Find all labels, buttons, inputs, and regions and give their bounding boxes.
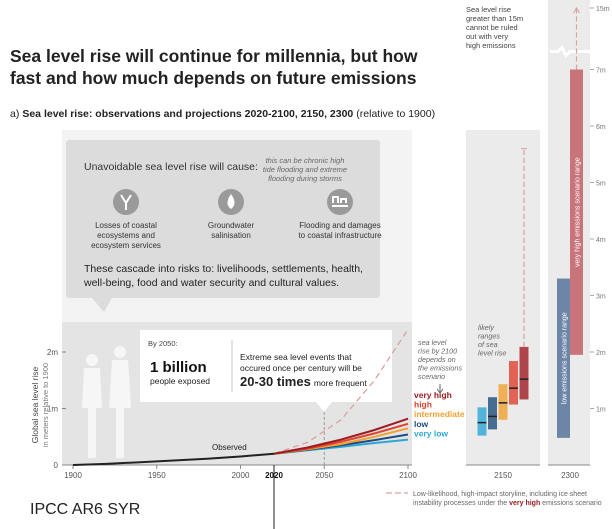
subtitle-note: (relative to 1900) [356,108,435,120]
annotation: the emissions [418,364,462,373]
callout-text: Extreme sea level events that [240,352,352,362]
annotation: greater than 15m [466,14,523,23]
annotation: depends on [418,355,456,364]
annotation-arrow [436,384,444,394]
title: fast and how much depends on future emis… [10,68,417,88]
x-tick-label: 2300 [561,471,579,480]
legend-label: intermediate [414,409,465,419]
annotation: rise by 2100 [418,347,457,356]
y-axis-title: in meters relative to 1900 [41,363,50,447]
impacts-heading: Unavoidable sea level rise will cause: [84,161,258,173]
legend-text: emissions scenario [540,500,602,507]
y-tick-label: 6m [596,124,606,131]
annotation: sea level [418,338,447,347]
callout-heading: By 2050: [148,339,178,348]
range-box [477,407,487,436]
observed-label: Observed [212,443,247,452]
x-tick-label: 2100 [399,471,417,480]
cascade-text: These cascade into risks to: livelihoods… [84,263,363,275]
source: IPCC AR6 SYR [30,501,140,518]
storyline-legend: instability processes under the very hig… [413,500,602,507]
annotation: scenario [418,372,445,381]
callout-text: people exposed [150,376,210,386]
annotation: high emissions [466,41,516,50]
storyline-line [273,329,409,455]
y-tick-label: 3m [596,294,606,301]
callout-figure: 20-30 times [240,374,311,389]
callout-line: 20-30 times more frequent [240,374,367,389]
subtitle-text: Sea level rise: observations and project… [22,108,353,120]
icon-glyph [120,194,132,210]
x-tick-label: 2150 [494,471,512,480]
range-box [498,384,508,420]
legend-label: high [414,400,432,410]
legend-label: very low [414,428,448,438]
box-pointer [92,298,112,312]
series-line [72,452,275,466]
annotation: likely [478,323,494,332]
cascade-text: well-being, food and water security and … [83,277,339,289]
subtitle: a) Sea level rise: observations and proje… [10,108,435,120]
impact-item: Flooding and damages [299,221,380,230]
impact-item: ecosystems and [97,231,155,240]
y-tick-label: 5m [596,181,606,188]
annotation: level rise [478,349,506,358]
range-box [488,397,497,430]
y-tick-label: 7m [596,68,606,75]
y-tick-label: 2m [47,348,58,357]
people-silhouettes [82,346,131,458]
legend-emphasis: very high [509,500,540,507]
callout-text: more frequent [314,378,368,388]
x-tick-label: 1950 [148,471,166,480]
x-tick-label: 2020 [265,471,283,480]
callout-box [140,330,392,402]
legend-text: instability processes under the [413,500,509,507]
impact-item: ecosystem services [91,241,161,250]
axis-break [550,44,590,59]
range-bar [570,69,583,355]
legend-label: low [414,419,429,429]
y-tick-label: 1m [47,405,58,414]
range-bar [557,278,570,438]
series-line [273,417,409,455]
icon-glyph [227,194,235,209]
impacts-note: this can be chronic high [266,156,345,165]
impact-item: Losses of coastal [95,221,157,230]
impact-item: to coastal infrastructure [298,231,382,240]
y-tick-label: 1m [596,407,606,414]
impact-item: salinisation [211,231,251,240]
annotation: ranges [478,332,500,341]
annotation: out with very [466,32,508,41]
impact-item: Groundwater [208,221,255,230]
annotation: Sea level rise [466,5,511,14]
callout-figure: 1 billion [150,359,207,376]
range-label: low emissions scenario range [562,312,569,404]
y-axis-title: Global sea level rise [30,366,40,443]
impacts-box [66,140,380,298]
range-box [509,361,518,405]
y-tick-label: 2m [596,350,606,357]
x-tick-label: 1900 [64,471,82,480]
annotation: of sea [478,340,498,349]
x-tick-label: 2000 [232,471,250,480]
storyline-legend: Low-likelihood, high-impact storyline, i… [413,491,587,498]
range-box [519,346,529,400]
range-label: very high emissions scenario range [575,157,582,267]
y-tick-label: 15m [596,6,610,13]
icon-glyph [332,196,348,207]
annotation: cannot be ruled [466,23,518,32]
callout-text: occured once per century will be [240,363,362,373]
panel-label: a) [10,108,19,120]
y-tick-label: 4m [596,237,606,244]
impacts-note: tide flooding and extreme [263,165,347,174]
x-tick-label: 2050 [315,471,333,480]
storyline-arrow [573,7,580,14]
title: Sea level rise will continue for millenn… [10,46,418,66]
y-tick-label: 0 [54,461,59,470]
callout-pointer [316,402,332,412]
legend-label: very high [414,390,452,400]
impacts-note: flooding during storms [268,174,342,183]
